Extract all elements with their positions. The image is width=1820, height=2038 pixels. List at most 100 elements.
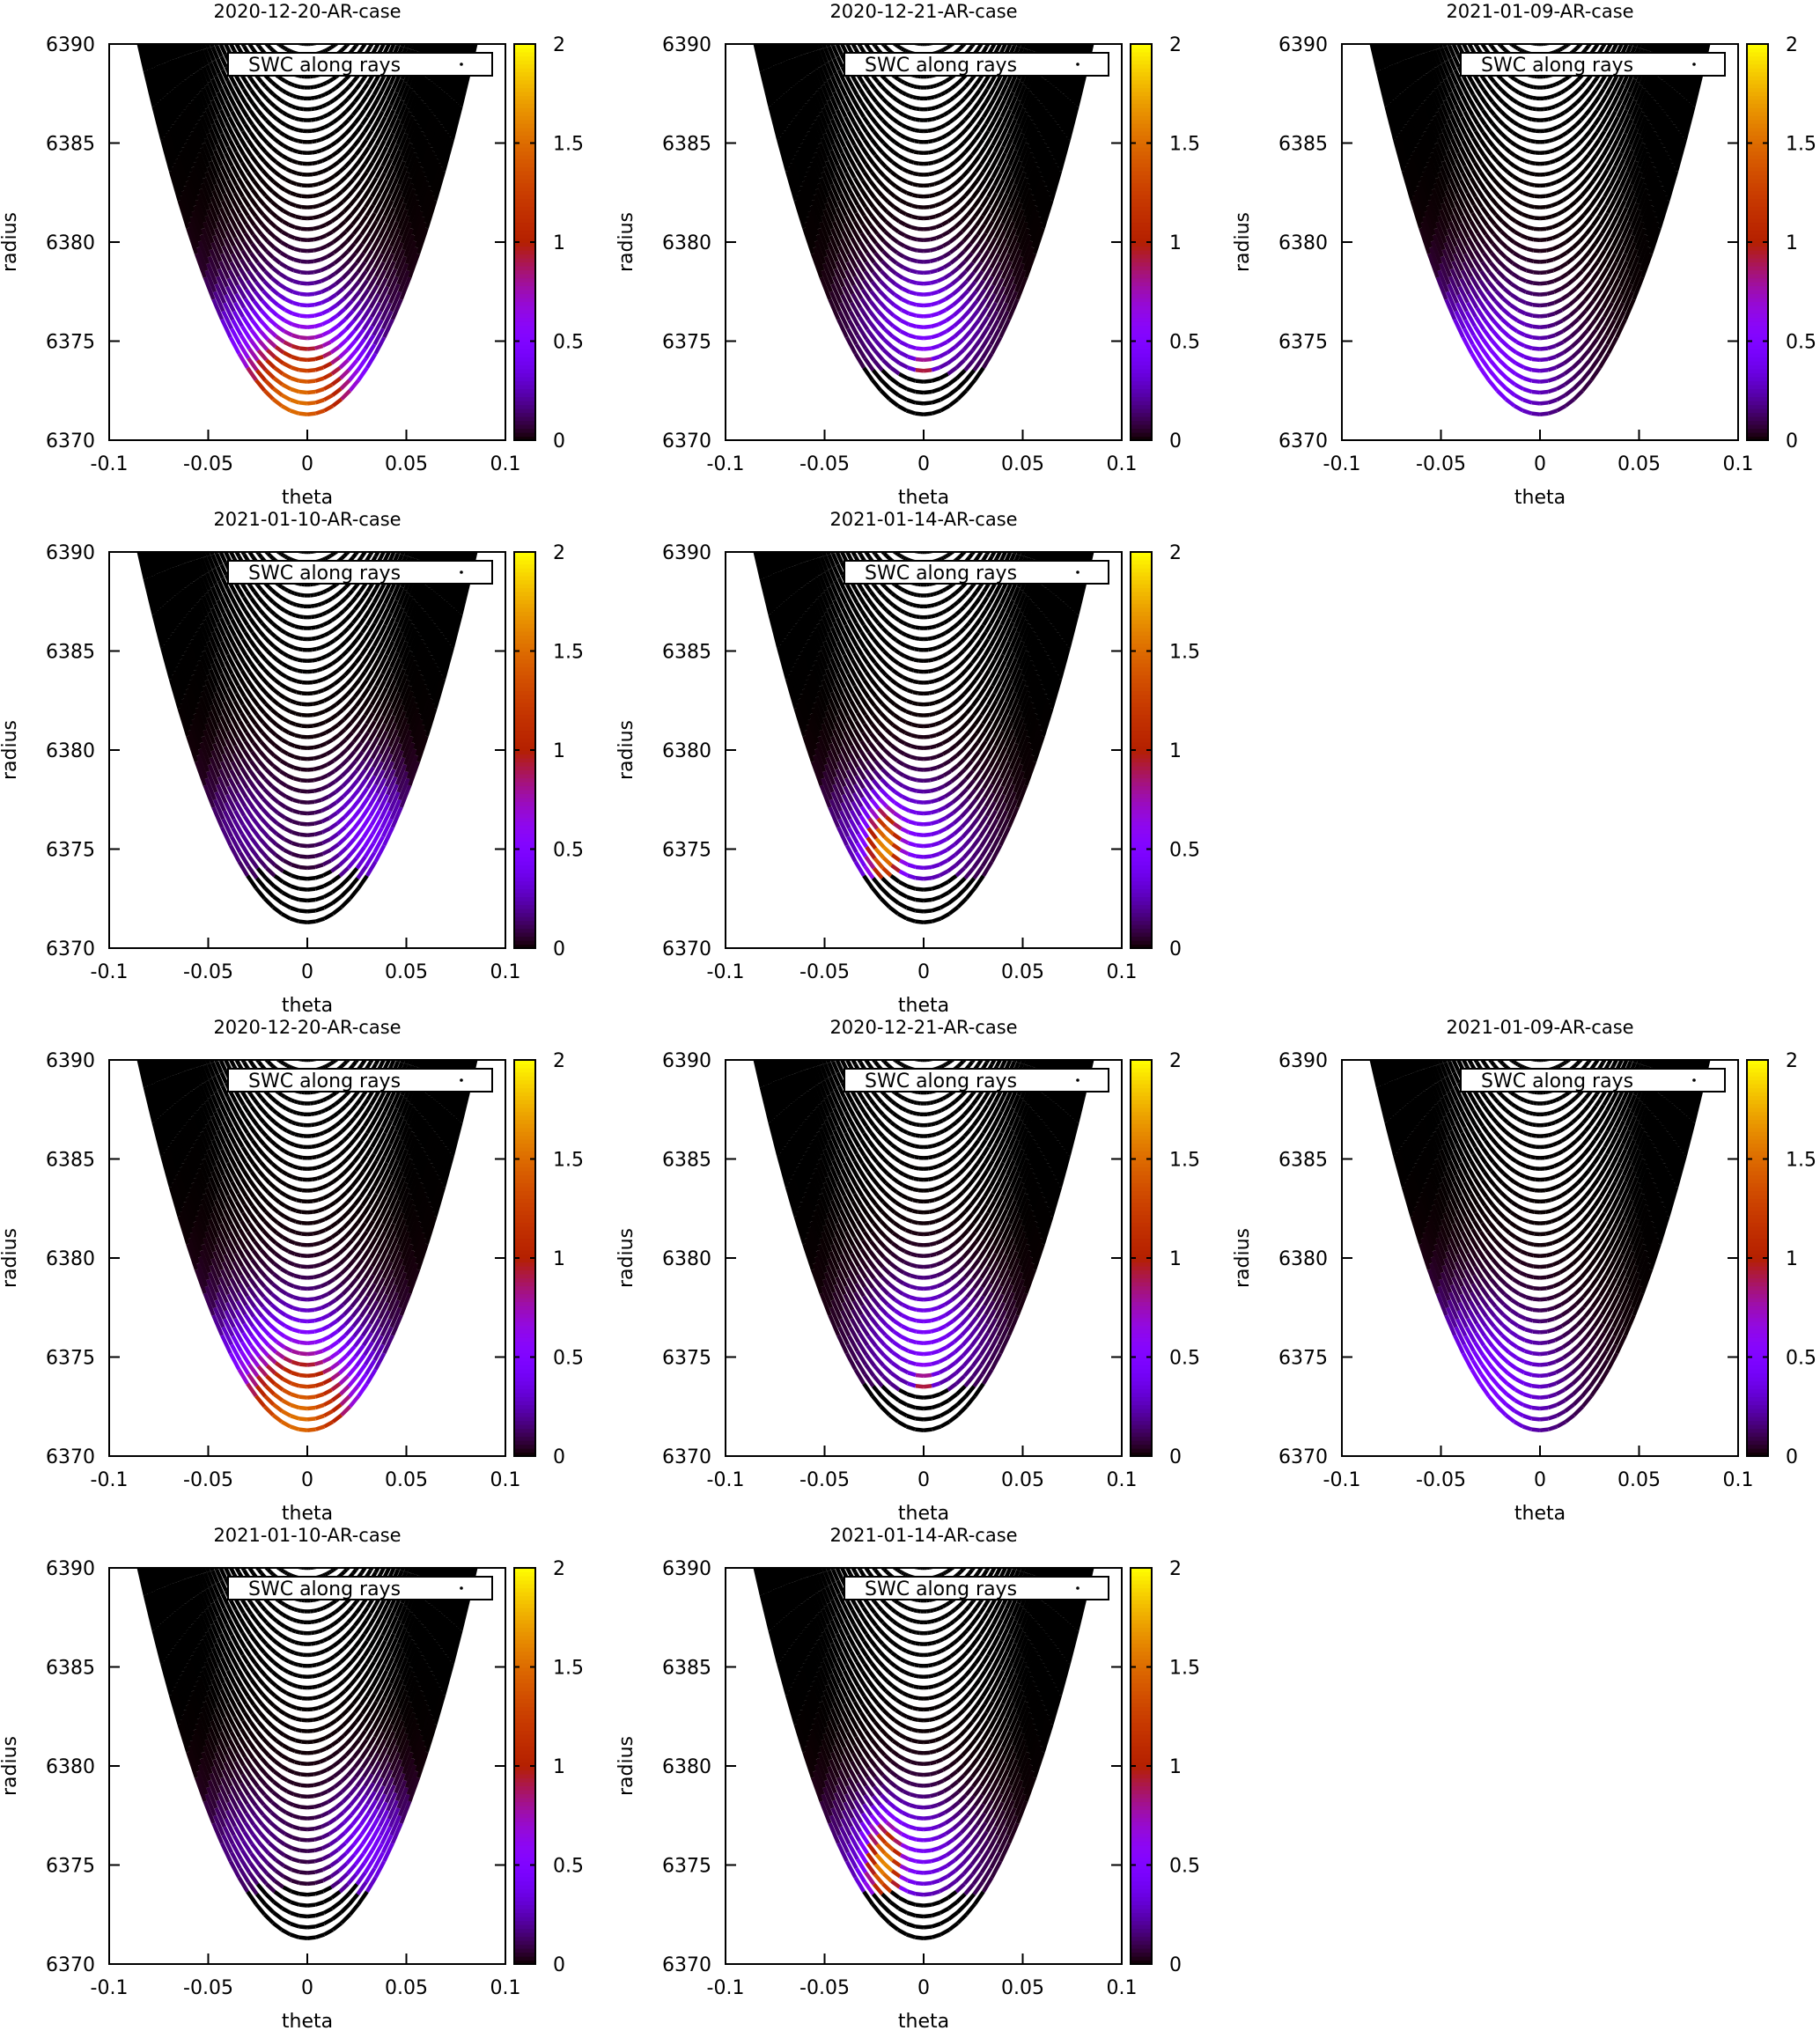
ray-segment <box>945 176 950 180</box>
ray-segment <box>357 198 364 207</box>
ray-segment <box>916 381 924 382</box>
ray-segment <box>325 92 328 94</box>
ray-segment <box>332 368 340 374</box>
ray-segment <box>888 202 895 207</box>
ray-segment <box>262 234 268 241</box>
ray-segment <box>275 172 280 176</box>
ray-segment <box>257 109 262 114</box>
ray-segment <box>343 121 348 125</box>
colorbar-step <box>514 294 535 298</box>
ray-segment <box>878 180 884 186</box>
ray-segment <box>259 89 263 94</box>
ray-segment <box>266 261 273 269</box>
ray-segment <box>954 309 962 315</box>
ray-segment <box>943 39 945 40</box>
ray-segment <box>991 86 995 95</box>
ray-segment <box>910 260 917 261</box>
ray-segment <box>932 140 937 142</box>
ray-segment <box>276 85 279 88</box>
ray-segment <box>917 316 924 317</box>
ray-segment <box>262 180 268 186</box>
ray-segment <box>874 198 881 205</box>
ray-segment <box>1001 34 1006 43</box>
ray-segment <box>869 189 875 197</box>
ray-segment <box>980 188 986 198</box>
ray-segment <box>940 374 948 379</box>
ray-segment <box>907 40 909 41</box>
ray-segment <box>291 40 292 41</box>
ray-segment <box>271 125 276 129</box>
ray-segment <box>288 83 291 85</box>
ray-segment <box>889 40 891 41</box>
ray-segment <box>949 119 954 122</box>
ray-segment <box>284 103 288 105</box>
ray-segment <box>910 129 915 130</box>
ray-segment <box>958 261 965 269</box>
ray-segment <box>299 337 307 338</box>
ray-segment <box>972 244 979 254</box>
ray-segment <box>260 123 264 129</box>
ray-segment <box>362 44 365 48</box>
ray-segment <box>314 313 321 315</box>
ray-segment <box>320 41 321 42</box>
ray-segment <box>307 229 313 230</box>
ray-segment <box>960 36 962 38</box>
ray-segment <box>892 129 896 132</box>
ray-segment <box>255 173 262 180</box>
ray-segment <box>291 172 297 173</box>
ray-segment <box>342 112 346 116</box>
ray-segment <box>263 215 269 222</box>
ray-segment <box>947 132 951 135</box>
ray-segment <box>895 143 899 146</box>
ray-segment <box>937 268 944 270</box>
ray-segment <box>385 34 389 43</box>
ray-segment <box>862 103 866 110</box>
ray-segment <box>317 161 322 163</box>
ray-segment <box>917 251 924 252</box>
ray-segment <box>917 294 924 295</box>
ray-segment <box>322 320 330 324</box>
ray-segment <box>917 229 924 230</box>
legend-marker <box>460 63 463 66</box>
ray-segment <box>931 281 938 283</box>
ray-segment <box>910 281 917 283</box>
ray-segment <box>883 187 889 192</box>
ray-segment <box>878 82 881 86</box>
ray-segment <box>900 353 908 357</box>
colorbar-step <box>514 92 535 96</box>
ray-segment <box>885 112 889 116</box>
ray-segment <box>873 131 879 137</box>
ray-segment <box>328 48 329 49</box>
ray-segment <box>330 336 338 342</box>
ray-segment <box>321 268 328 270</box>
ray-segment <box>281 100 284 103</box>
colorbar-step <box>514 250 535 254</box>
y-tick-label: 6370 <box>46 430 95 452</box>
ray-segment <box>931 97 934 98</box>
ray-segment <box>328 156 333 158</box>
ray-segment <box>958 38 960 40</box>
ray-segment <box>979 147 984 156</box>
colorbar-step <box>514 207 535 211</box>
ray-segment <box>874 77 878 82</box>
ray-segment <box>924 370 932 371</box>
ray-segment <box>248 216 254 225</box>
ray-segment <box>987 81 991 89</box>
ray-segment <box>353 301 361 311</box>
colorbar-step <box>514 369 535 373</box>
ray-segment <box>350 155 356 161</box>
ray-segment <box>901 342 909 345</box>
colorbar-step <box>514 52 535 56</box>
colorbar-step <box>514 56 535 61</box>
ray-segment <box>293 281 300 283</box>
ray-segment <box>962 86 965 90</box>
ray-segment <box>948 35 950 36</box>
ray-segment <box>964 341 972 350</box>
ray-segment <box>333 399 342 406</box>
colorbar-step <box>514 151 535 156</box>
ray-segment <box>269 320 277 327</box>
ray-segment <box>899 91 903 92</box>
ray-segment <box>894 152 899 156</box>
colorbar-step <box>514 254 535 259</box>
